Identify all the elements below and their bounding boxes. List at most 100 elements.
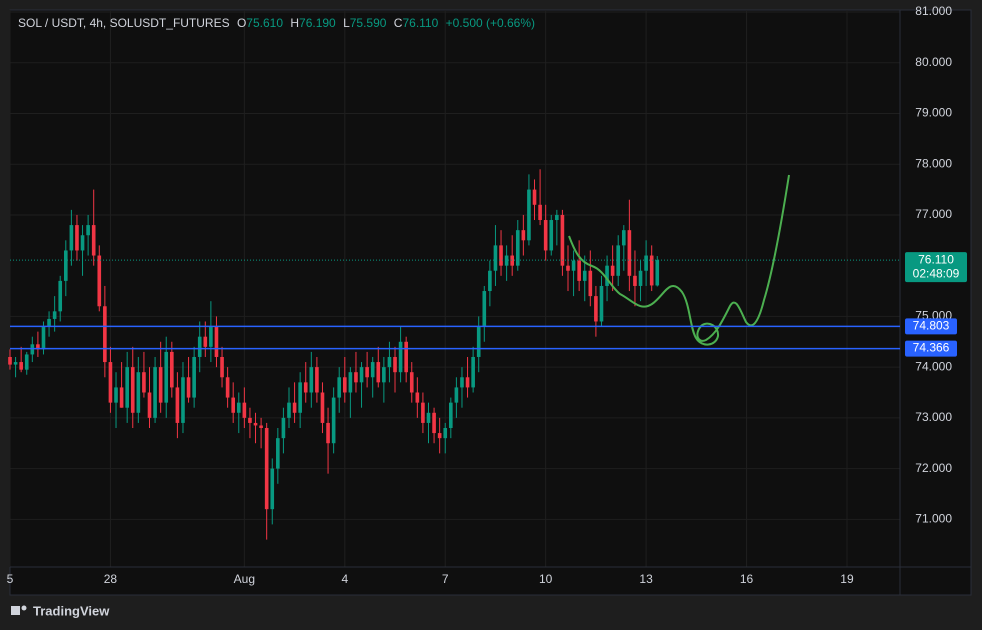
last-price-box (905, 252, 967, 283)
candle-body (398, 341, 403, 373)
candle-body (387, 356, 392, 368)
candle-body (331, 397, 336, 444)
o-value: 75.610 (246, 16, 283, 30)
level-box (905, 340, 957, 357)
candle-body (337, 377, 342, 398)
candle-body (281, 417, 286, 439)
candle-body (555, 214, 559, 221)
candle-body (8, 356, 12, 365)
candle-body (309, 367, 314, 393)
candle-body (376, 362, 381, 383)
branding[interactable]: TradingView (33, 603, 110, 618)
candle-body (482, 291, 487, 327)
candle-body (181, 377, 185, 423)
candle-body (549, 220, 554, 251)
candle-body (588, 270, 593, 297)
candle-body (633, 275, 637, 286)
logo: TradingView (11, 603, 110, 618)
candle-body (655, 260, 660, 286)
candle-body (19, 362, 23, 370)
candle-body (298, 382, 302, 413)
candle-body (649, 255, 654, 286)
c-value: 76.110 (402, 16, 438, 30)
candle-body (521, 230, 526, 241)
candle-body (170, 351, 174, 388)
candle-body (560, 214, 565, 266)
y-tick-label: 74.000 (915, 359, 952, 373)
candle-body (354, 372, 358, 383)
level-label: 74.803 (913, 319, 950, 333)
candle-body (599, 285, 604, 322)
countdown: 02:48:09 (913, 266, 960, 280)
hand-drawn-projection (568, 174, 790, 346)
candle-body (421, 402, 425, 423)
candle-body (108, 362, 113, 403)
candle-body (627, 230, 632, 276)
candle-body (460, 377, 464, 388)
candle-body (644, 255, 648, 271)
candle-body (543, 220, 548, 251)
candle-body (69, 225, 74, 251)
candle-body (287, 402, 291, 418)
candle-body (86, 225, 90, 236)
candle-body (248, 417, 252, 423)
candle-body (426, 412, 431, 423)
x-tick-label: 19 (840, 572, 854, 586)
candle-body (382, 367, 386, 383)
candle-body (577, 260, 581, 281)
y-tick-label: 78.000 (915, 156, 952, 170)
candle-body (454, 387, 459, 403)
x-tick-label: 7 (442, 572, 449, 586)
candle-body (404, 341, 408, 373)
x-tick-label: 4 (341, 572, 348, 586)
candle-body (259, 425, 263, 429)
candle-body (41, 326, 46, 350)
l-value: 75.590 (350, 16, 387, 30)
candles (8, 169, 660, 540)
candle-body (103, 306, 107, 363)
candle-body (621, 230, 626, 246)
candle-body (24, 354, 29, 370)
h-label: H (290, 16, 299, 30)
candle-body (432, 412, 436, 434)
candle-body (114, 387, 118, 403)
candle-body (499, 245, 503, 266)
candle-body (264, 428, 269, 510)
candle-body (605, 265, 609, 286)
header: SOL / USDT, 4h, SOLUSDT_FUTURES O75.610 … (18, 16, 535, 30)
candle-body (13, 362, 18, 365)
level-label: 74.366 (913, 341, 950, 355)
candle-body (119, 387, 124, 408)
x-tick-label: 28 (104, 572, 118, 586)
l-label: L (343, 16, 350, 30)
level-box (905, 318, 957, 335)
candle-body (30, 344, 35, 355)
candle-body (225, 377, 230, 398)
candle-body (270, 468, 275, 510)
candle-body (437, 433, 442, 439)
candle-body (75, 225, 79, 251)
candle-body (476, 326, 481, 357)
candle-body (365, 367, 369, 378)
candle-body (449, 402, 453, 429)
logo-mark-dot (21, 605, 27, 611)
candle-body (493, 245, 498, 271)
change: +0.500 (+0.66%) (446, 16, 535, 30)
candle-body (136, 372, 141, 413)
candle-body (231, 397, 236, 413)
candle-body (292, 402, 297, 413)
candle-body (142, 372, 146, 393)
candle-body (320, 392, 325, 423)
grid (9, 10, 900, 567)
candle-body (515, 230, 520, 266)
candle-body (326, 422, 330, 444)
candle-body (58, 280, 63, 312)
candle-body (571, 260, 576, 271)
candle-body (63, 250, 68, 281)
candle-body (130, 367, 135, 413)
candle-body (303, 382, 308, 393)
levels (10, 259, 900, 350)
candle-body (315, 367, 319, 393)
candle-body (409, 372, 414, 393)
